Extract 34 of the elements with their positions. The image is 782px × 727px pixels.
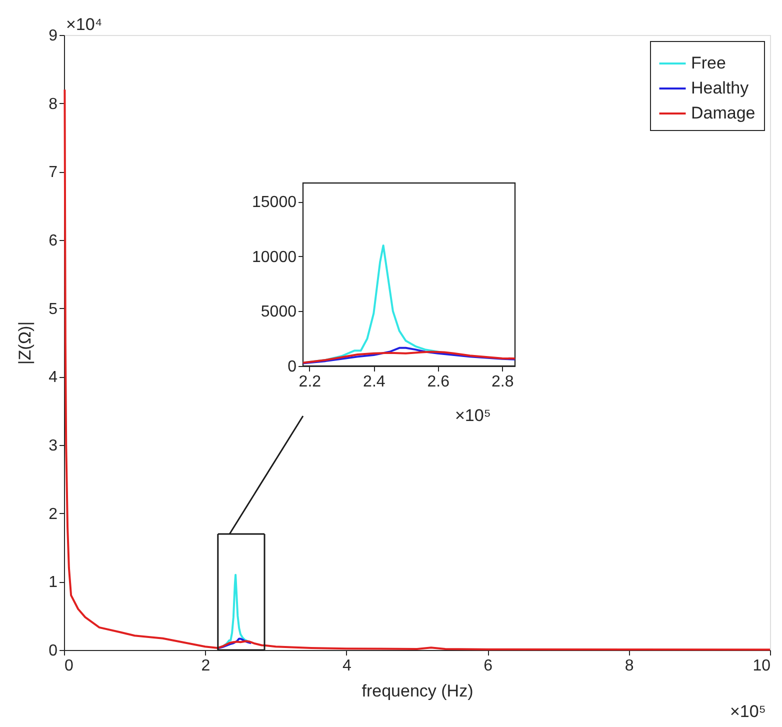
- y-tick-label: 3: [48, 438, 58, 454]
- x-tick-label: 10: [752, 658, 771, 674]
- legend-label: Healthy: [691, 78, 750, 98]
- text: ×10⁵: [730, 702, 766, 721]
- line-series: [216, 638, 252, 650]
- y-tick-label: 7: [48, 164, 58, 182]
- y-tick-label: 0: [288, 358, 297, 376]
- text: ×10⁴: [66, 15, 102, 34]
- y-tick-label: 1: [48, 574, 58, 592]
- line-series: [302, 346, 516, 364]
- y-tick-label: 0: [48, 642, 58, 660]
- y-axis-title: |Z(Ω)|: [16, 321, 35, 365]
- x-tick-label: 0: [64, 658, 74, 674]
- legend-label: Damage: [691, 104, 756, 122]
- y-tick-label: 9: [48, 28, 58, 44]
- y-tick-label: 5000: [260, 304, 297, 321]
- y-tick-label: 15000: [252, 194, 297, 212]
- x-tick-label: 2.8: [492, 374, 514, 390]
- y-tick-label: 5: [48, 300, 58, 318]
- legend-label: Free: [691, 54, 726, 72]
- annotation: ×10⁵: [455, 406, 491, 425]
- x-tick-label: 4: [342, 658, 352, 674]
- x-tick-label: 8: [624, 658, 634, 674]
- x-tick-label: 6: [484, 658, 493, 674]
- x-tick-label: 2.2: [298, 374, 322, 390]
- y-tick-label: 10000: [252, 248, 297, 266]
- y-tick-label: 2: [48, 506, 58, 523]
- y-tick-label: 6: [48, 232, 58, 250]
- y-tick-label: 8: [48, 96, 58, 113]
- x-tick-label: 2.4: [363, 374, 386, 390]
- line-series: [302, 350, 516, 364]
- x-tick-label: 2.6: [427, 374, 450, 390]
- x-axis-title: frequency (Hz): [362, 682, 474, 700]
- x-tick-label: 2: [201, 658, 210, 674]
